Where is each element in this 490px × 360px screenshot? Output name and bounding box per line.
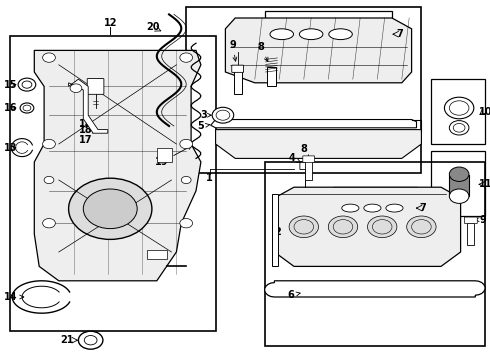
Ellipse shape: [329, 29, 352, 40]
Ellipse shape: [449, 167, 469, 181]
Ellipse shape: [270, 29, 294, 40]
Ellipse shape: [289, 216, 318, 238]
Polygon shape: [265, 281, 485, 297]
Text: 12: 12: [103, 18, 117, 28]
FancyBboxPatch shape: [87, 78, 104, 94]
Ellipse shape: [368, 216, 397, 238]
Ellipse shape: [449, 121, 469, 135]
Ellipse shape: [180, 219, 193, 228]
Polygon shape: [225, 18, 412, 83]
Ellipse shape: [18, 78, 36, 91]
Bar: [431, 151, 485, 216]
Text: 11: 11: [479, 179, 490, 189]
Text: 18: 18: [79, 119, 93, 129]
Bar: [272, 194, 278, 266]
Ellipse shape: [449, 189, 469, 203]
Bar: [59, 72, 132, 137]
Bar: [305, 160, 312, 180]
Text: 10: 10: [479, 107, 490, 117]
Bar: [265, 11, 392, 61]
Bar: [449, 175, 469, 196]
Text: 3: 3: [200, 110, 211, 120]
Polygon shape: [34, 50, 201, 281]
Text: 7: 7: [396, 29, 403, 39]
Ellipse shape: [20, 103, 34, 113]
Bar: [234, 70, 242, 94]
FancyBboxPatch shape: [300, 162, 310, 170]
Text: 9: 9: [229, 40, 237, 61]
Polygon shape: [69, 79, 108, 133]
FancyBboxPatch shape: [303, 156, 315, 162]
Text: 4: 4: [289, 153, 301, 163]
Ellipse shape: [180, 53, 193, 62]
Ellipse shape: [453, 123, 465, 132]
Ellipse shape: [180, 139, 193, 149]
FancyBboxPatch shape: [232, 65, 244, 72]
Text: 21: 21: [60, 335, 74, 345]
Text: 19: 19: [155, 146, 192, 167]
Ellipse shape: [386, 204, 403, 212]
Bar: [333, 187, 416, 230]
Ellipse shape: [342, 204, 359, 212]
Text: 2: 2: [274, 227, 281, 237]
Ellipse shape: [444, 97, 474, 119]
Bar: [186, 7, 421, 173]
Text: 8: 8: [257, 42, 268, 62]
Text: 5: 5: [197, 121, 210, 131]
Ellipse shape: [22, 81, 32, 88]
Text: 17: 17: [79, 129, 94, 145]
Ellipse shape: [216, 110, 230, 120]
Ellipse shape: [364, 204, 381, 212]
Ellipse shape: [70, 84, 82, 93]
Bar: [147, 250, 167, 259]
Ellipse shape: [69, 178, 152, 239]
Bar: [157, 148, 172, 162]
Ellipse shape: [449, 101, 469, 115]
Text: 1: 1: [206, 173, 213, 183]
Ellipse shape: [299, 29, 323, 40]
Bar: [467, 223, 474, 245]
Ellipse shape: [23, 105, 31, 111]
Bar: [267, 67, 276, 86]
Text: 9: 9: [475, 215, 486, 225]
Ellipse shape: [83, 189, 137, 229]
Text: 16: 16: [4, 103, 18, 113]
Polygon shape: [211, 120, 416, 128]
Text: 8: 8: [300, 144, 309, 160]
Ellipse shape: [43, 219, 55, 228]
Text: 18: 18: [79, 125, 93, 135]
Bar: [10, 36, 216, 331]
Text: 6: 6: [287, 290, 300, 300]
Polygon shape: [274, 187, 461, 266]
Ellipse shape: [181, 176, 191, 184]
Bar: [431, 79, 485, 144]
Ellipse shape: [78, 331, 103, 349]
Ellipse shape: [43, 53, 55, 62]
Ellipse shape: [84, 336, 97, 345]
Polygon shape: [216, 130, 421, 158]
Ellipse shape: [407, 216, 436, 238]
Ellipse shape: [212, 107, 234, 123]
Text: 14: 14: [4, 292, 24, 302]
Bar: [265, 162, 485, 346]
Ellipse shape: [44, 176, 54, 184]
Ellipse shape: [328, 216, 358, 238]
FancyBboxPatch shape: [465, 217, 477, 224]
Text: 13: 13: [4, 143, 18, 153]
Text: 7: 7: [419, 203, 426, 213]
Ellipse shape: [43, 139, 55, 149]
Text: 20: 20: [146, 22, 160, 32]
Text: 15: 15: [4, 80, 18, 90]
